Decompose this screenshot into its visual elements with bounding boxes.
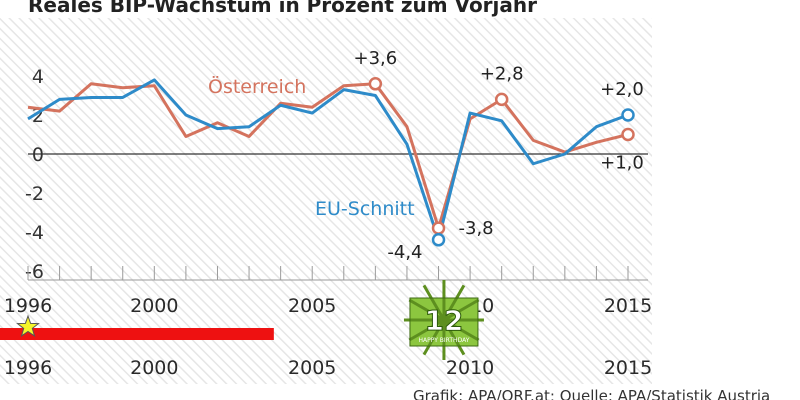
source-note: Grafik: APA/ORF.at; Quelle: APA/Statisti… bbox=[413, 387, 770, 400]
series-line-austria bbox=[27, 82, 629, 230]
timeline-year-label: 2015 bbox=[604, 357, 652, 379]
series-lines: Österreich EU-Schnitt bbox=[27, 75, 635, 247]
data-point-marker bbox=[431, 221, 446, 235]
data-point-marker bbox=[621, 127, 635, 142]
y-tick-label: -2 bbox=[25, 183, 44, 205]
data-label: +1,0 bbox=[600, 153, 644, 174]
badge-ray bbox=[422, 319, 446, 356]
source-background bbox=[410, 384, 800, 400]
chart-background bbox=[0, 0, 652, 384]
badge-ray bbox=[408, 298, 445, 322]
y-tick-label: -6 bbox=[25, 261, 44, 283]
data-point-marker bbox=[368, 77, 383, 91]
badge-border bbox=[409, 297, 479, 347]
badge-number: 12 bbox=[424, 304, 463, 337]
y-tick-label: -4 bbox=[25, 222, 44, 244]
data-point-marker bbox=[621, 108, 635, 122]
timeline-year-label: 2010 bbox=[446, 357, 494, 379]
data-label: +3,6 bbox=[354, 48, 398, 69]
chart-title: Reales BIP-Wachstum in Prozent zum Vorja… bbox=[28, 0, 537, 17]
x-tick-label: 2005 bbox=[288, 295, 336, 317]
badge-caption: HAPPY BIRTHDAY bbox=[418, 337, 469, 344]
data-point-marker bbox=[494, 92, 509, 107]
timeline-year-label: 2000 bbox=[130, 357, 178, 379]
x-tick-label: 2000 bbox=[130, 295, 178, 317]
data-point-marker bbox=[431, 233, 446, 247]
badge-ray bbox=[422, 284, 446, 321]
badge-ray bbox=[442, 319, 466, 356]
y-tick-label: 0 bbox=[32, 144, 44, 166]
star-icon bbox=[16, 314, 40, 338]
title-background bbox=[0, 0, 652, 18]
data-label: +2,8 bbox=[480, 63, 524, 84]
badge-ray bbox=[443, 298, 480, 322]
data-annotations: +3,6 +2,8 -3,8 +1,0 -4,4 +2,0 bbox=[354, 48, 644, 263]
series-label-austria: Österreich bbox=[208, 75, 306, 98]
data-label: -4,4 bbox=[387, 242, 422, 263]
series-line-eu bbox=[27, 78, 629, 242]
timeline-year-label: 2005 bbox=[288, 357, 336, 379]
data-label: +2,0 bbox=[600, 79, 644, 100]
series-label-eu: EU-Schnitt bbox=[315, 198, 415, 220]
x-tick-label: 1996 bbox=[4, 295, 52, 317]
y-tick-label: 4 bbox=[32, 66, 44, 88]
x-tick-label: 2015 bbox=[604, 295, 652, 317]
badge-ray bbox=[442, 284, 466, 321]
data-label: -3,8 bbox=[459, 218, 494, 239]
badge-ray bbox=[408, 318, 445, 342]
badge-ray bbox=[443, 318, 480, 342]
timeline-progress-bar bbox=[0, 328, 274, 340]
y-axis: 420-2-4-6 bbox=[25, 66, 648, 283]
timeline-year-label: 1996 bbox=[4, 357, 52, 379]
